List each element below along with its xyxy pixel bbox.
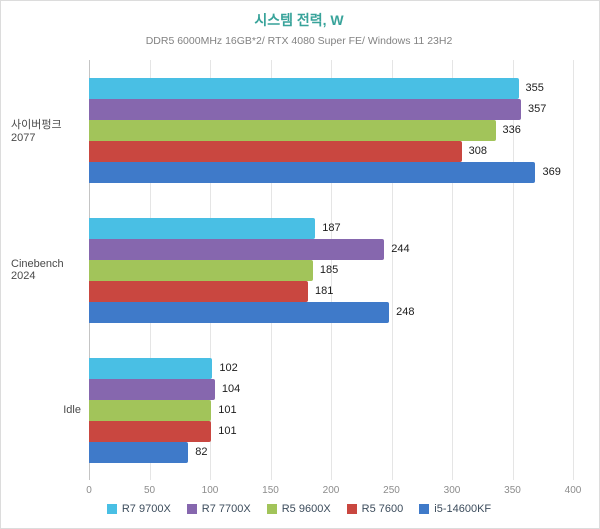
bar-r7-7700x bbox=[89, 238, 385, 260]
bar-group: 355 357 336 308 369 bbox=[89, 60, 573, 200]
gridline-250 bbox=[391, 60, 393, 480]
bar-value-label: 185 bbox=[319, 264, 339, 276]
bar-value-label: 187 bbox=[322, 222, 341, 234]
bar-row: 248 bbox=[89, 301, 573, 323]
bar-r5-7600 bbox=[89, 420, 212, 442]
legend-swatch bbox=[266, 504, 277, 514]
legend-label: i5-14600KF bbox=[434, 503, 492, 515]
bar-i5-14600kf bbox=[89, 441, 189, 463]
bar-value-label: 181 bbox=[315, 285, 334, 297]
bar-row: 355 bbox=[89, 77, 573, 99]
legend-label: R5 9600X bbox=[281, 503, 331, 515]
bar-row: 104 bbox=[89, 378, 573, 400]
bar-i5-14600kf bbox=[89, 161, 536, 183]
bar-row: 101 bbox=[89, 420, 573, 442]
x-tick-label: 0 bbox=[86, 485, 92, 496]
bar-row: 336 bbox=[89, 119, 573, 141]
bar-value-label: 336 bbox=[502, 124, 521, 136]
gridline-350 bbox=[512, 60, 514, 480]
bar-row: 102 bbox=[89, 357, 573, 379]
bar-value-label: 102 bbox=[219, 362, 238, 374]
bar-i5-14600kf bbox=[89, 301, 390, 323]
legend-item-r5-9600x: R5 9600X bbox=[266, 503, 331, 515]
bar-value-label: 244 bbox=[391, 243, 410, 255]
bar-row: 187 bbox=[89, 217, 573, 239]
category-label: Idle bbox=[63, 404, 81, 416]
bar-value-label: 101 bbox=[218, 404, 237, 416]
bar-value-label: 308 bbox=[468, 145, 488, 157]
bar-group: 102 104 101 101 82 bbox=[89, 340, 573, 480]
legend-item-i5-14600kf: i5-14600KF bbox=[419, 503, 491, 515]
x-tick-label: 150 bbox=[262, 485, 279, 496]
bar-value-label: 82 bbox=[195, 446, 208, 458]
bar-value-label: 369 bbox=[542, 166, 561, 178]
bar-value-label: 248 bbox=[396, 306, 415, 318]
bar-r7-9700x bbox=[89, 77, 519, 99]
bar-r7-7700x bbox=[89, 98, 521, 120]
category-label: Cinebench 2024 bbox=[11, 258, 64, 282]
legend: R7 9700X R7 7700X R5 9600X R5 7600 i5-14600K… bbox=[11, 500, 587, 518]
legend-item-r5-7600: R5 7600 bbox=[346, 503, 404, 515]
plot-area: 355 357 336 308 369 187 244 185 181 248 102 104 101 1… bbox=[89, 60, 574, 480]
x-tick-label: 100 bbox=[201, 485, 219, 496]
x-tick-label: 400 bbox=[564, 485, 582, 496]
gridline-200 bbox=[331, 60, 332, 480]
bar-row: 308 bbox=[89, 140, 573, 162]
legend-label: R7 9700X bbox=[121, 503, 171, 515]
bar-r7-9700x bbox=[89, 217, 316, 239]
legend-item-r7-7700x: R7 7700X bbox=[186, 503, 251, 515]
legend-swatch bbox=[106, 504, 117, 514]
category-axis: 사이버펑크 2077 Cinebench 2024 Idle bbox=[11, 60, 89, 480]
bar-row: 185 bbox=[89, 259, 573, 281]
bar-value-label: 101 bbox=[218, 425, 237, 437]
x-tick-label: 50 bbox=[143, 485, 156, 496]
category-label: 사이버펑크 2077 bbox=[11, 119, 62, 144]
legend-swatch bbox=[346, 504, 357, 514]
bar-r5-7600 bbox=[89, 280, 308, 302]
gridline-300 bbox=[452, 60, 453, 480]
bar-value-label: 357 bbox=[527, 103, 547, 115]
bar-r7-9700x bbox=[89, 357, 213, 379]
bar-row: 181 bbox=[89, 280, 573, 302]
x-tick-label: 300 bbox=[443, 485, 461, 496]
bar-row: 357 bbox=[89, 98, 573, 120]
bar-r7-7700x bbox=[89, 378, 215, 400]
x-tick-label: 200 bbox=[322, 485, 340, 496]
bar-r5-9600x bbox=[89, 119, 496, 141]
chart-title: 시스템 전력, W bbox=[254, 12, 344, 28]
x-tick-label: 250 bbox=[383, 485, 400, 496]
plot-wrap: 사이버펑크 2077 Cinebench 2024 Idle 355 357 336 30… bbox=[11, 60, 587, 480]
legend-item-r7-9700x: R7 9700X bbox=[106, 503, 171, 515]
bar-row: 369 bbox=[89, 161, 573, 183]
legend-swatch bbox=[419, 504, 430, 514]
bar-group: 187 244 185 181 248 bbox=[89, 200, 573, 340]
legend-swatch bbox=[186, 504, 197, 514]
value-axis: 0 50 100 150 200 250 300 350 400 bbox=[86, 480, 581, 498]
gridline-400 bbox=[573, 60, 574, 480]
bar-row: 82 bbox=[89, 441, 573, 463]
bar-row: 101 bbox=[89, 399, 573, 421]
x-tick-label: 350 bbox=[504, 485, 521, 496]
legend-label: R7 7700X bbox=[201, 503, 251, 515]
bar-r5-9600x bbox=[89, 259, 313, 281]
bar-r5-9600x bbox=[89, 399, 212, 421]
bar-groups: 355 357 336 308 369 187 244 185 181 248 102 104 101 1… bbox=[89, 60, 573, 480]
bar-value-label: 104 bbox=[221, 383, 241, 395]
legend-label: R5 7600 bbox=[361, 503, 404, 515]
bar-value-label: 355 bbox=[525, 82, 544, 94]
chart-subtitle: DDR5 6000MHz 16GB*2/ RTX 4080 Super FE/ … bbox=[145, 35, 453, 47]
bar-row: 244 bbox=[89, 238, 573, 260]
bar-r5-7600 bbox=[89, 140, 462, 162]
